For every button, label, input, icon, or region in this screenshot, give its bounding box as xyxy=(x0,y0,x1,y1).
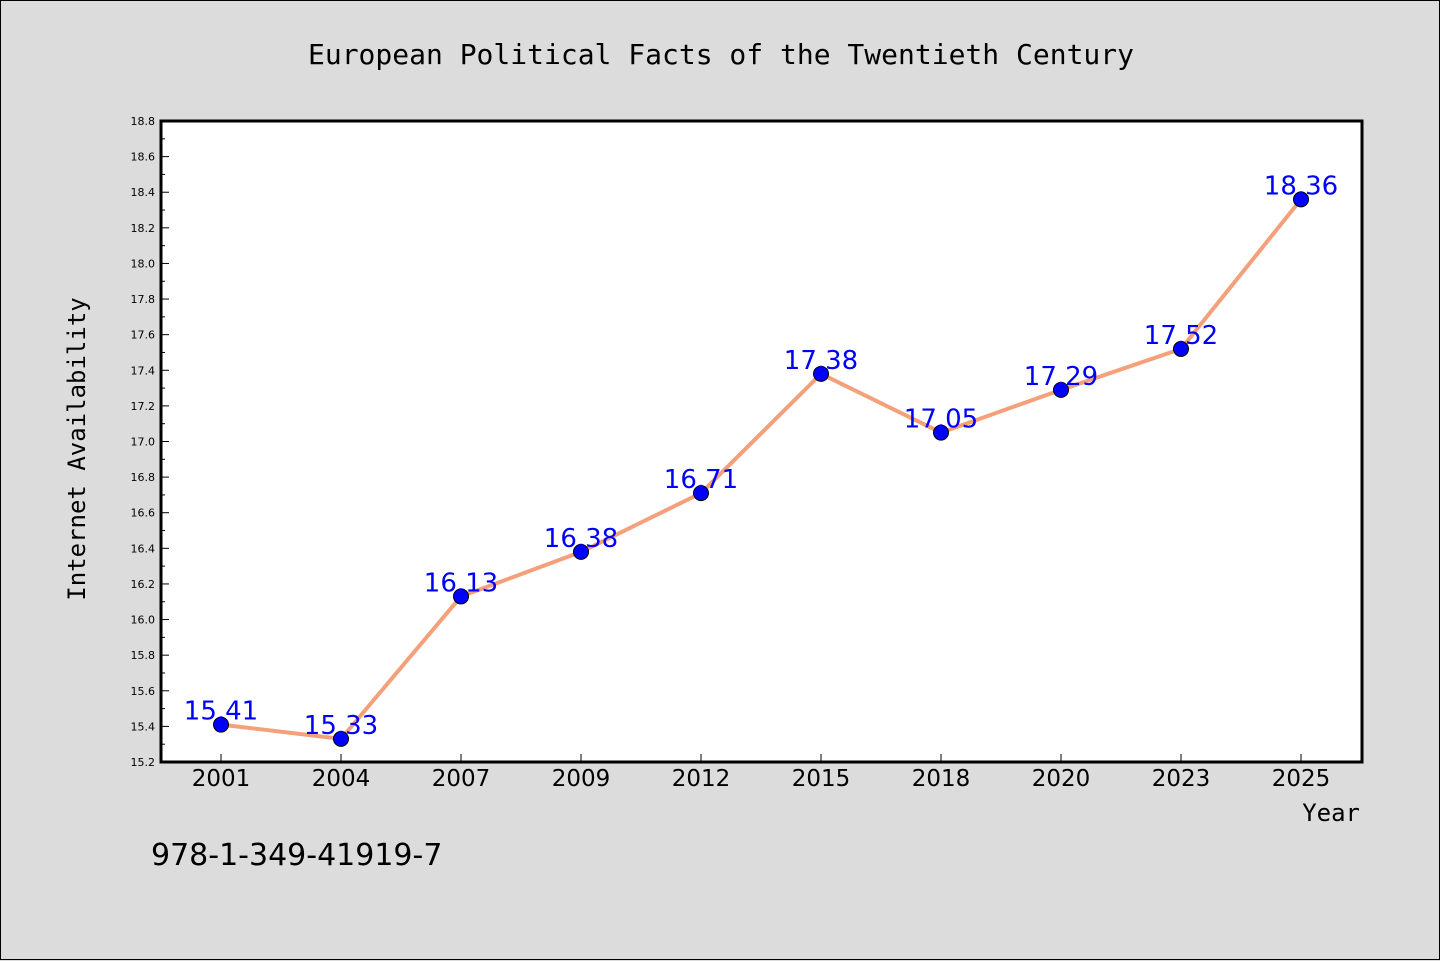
y-tick-label: 17.4 xyxy=(131,364,156,377)
x-tick-label: 2025 xyxy=(1272,766,1331,792)
data-point xyxy=(573,543,589,560)
y-tick-label: 18.6 xyxy=(131,151,156,164)
y-axis: 15.2 15.4 15.6 15.8 16.0 16.2 16.4 16.6 16.8 17.0… xyxy=(131,115,169,769)
y-tick-label: 17.0 xyxy=(131,436,156,449)
y-tick-label: 18.4 xyxy=(131,186,156,199)
data-point xyxy=(213,716,229,733)
x-tick-label: 2018 xyxy=(912,766,971,792)
y-tick-label: 18.8 xyxy=(131,115,156,128)
y-tick-label: 15.6 xyxy=(131,685,156,698)
y-tick-label: 16.0 xyxy=(131,614,156,627)
x-axis: 2001 2004 2007 2009 2012 2015 2018 2020 2023 2025 xyxy=(192,754,1331,792)
data-labels-group: 15.41 15.33 16.13 16.38 16.71 17.38 17.05 17.29… xyxy=(184,171,1338,741)
chart-title: European Political Facts of the Twentiet… xyxy=(308,38,1134,71)
series-line xyxy=(219,197,1303,741)
data-point xyxy=(1173,340,1189,357)
data-label: 16.13 xyxy=(424,568,498,598)
data-label: 16.71 xyxy=(664,465,738,495)
y-tick-label: 16.2 xyxy=(131,578,156,591)
y-tick-label: 17.6 xyxy=(131,329,156,342)
data-point xyxy=(1053,381,1069,398)
data-label: 18.36 xyxy=(1264,171,1338,201)
x-tick-label: 2020 xyxy=(1032,766,1091,792)
y-tick-label: 18.0 xyxy=(131,257,156,270)
isbn-annotation: 978-1-349-41919-7 xyxy=(151,838,442,873)
x-tick-label: 2023 xyxy=(1152,766,1211,792)
x-tick-label: 2015 xyxy=(792,766,851,792)
data-label: 15.41 xyxy=(184,697,258,727)
data-label: 17.52 xyxy=(1144,321,1218,351)
y-tick-label: 17.8 xyxy=(131,293,156,306)
y-tick-label: 15.2 xyxy=(131,756,156,769)
x-tick-label: 2007 xyxy=(432,766,491,792)
data-point xyxy=(933,424,949,441)
x-axis-label: Year xyxy=(1302,799,1360,827)
x-tick-label: 2004 xyxy=(312,766,371,792)
y-tick-label: 16.8 xyxy=(131,471,156,484)
data-label: 15.33 xyxy=(304,711,378,741)
y-tick-label: 17.2 xyxy=(131,400,156,413)
data-label: 17.29 xyxy=(1024,362,1098,392)
plot-area xyxy=(159,119,1364,764)
data-point xyxy=(813,365,829,382)
data-label: 16.38 xyxy=(544,524,618,554)
data-label: 17.05 xyxy=(904,405,978,435)
x-tick-label: 2001 xyxy=(192,766,251,792)
data-point xyxy=(693,485,709,502)
data-point xyxy=(333,730,349,747)
y-tick-label: 15.4 xyxy=(131,720,156,733)
x-tick-label: 2012 xyxy=(672,766,731,792)
series-group xyxy=(213,191,1309,747)
data-point xyxy=(1293,191,1309,208)
y-tick-label: 15.8 xyxy=(131,649,156,662)
y-tick-label: 16.4 xyxy=(131,542,156,555)
y-tick-label: 18.2 xyxy=(131,222,156,235)
x-tick-label: 2009 xyxy=(552,766,611,792)
y-axis-label: Internet Availability xyxy=(63,297,91,600)
data-label: 17.38 xyxy=(784,346,858,376)
data-point xyxy=(453,588,469,605)
y-tick-label: 16.6 xyxy=(131,507,156,520)
